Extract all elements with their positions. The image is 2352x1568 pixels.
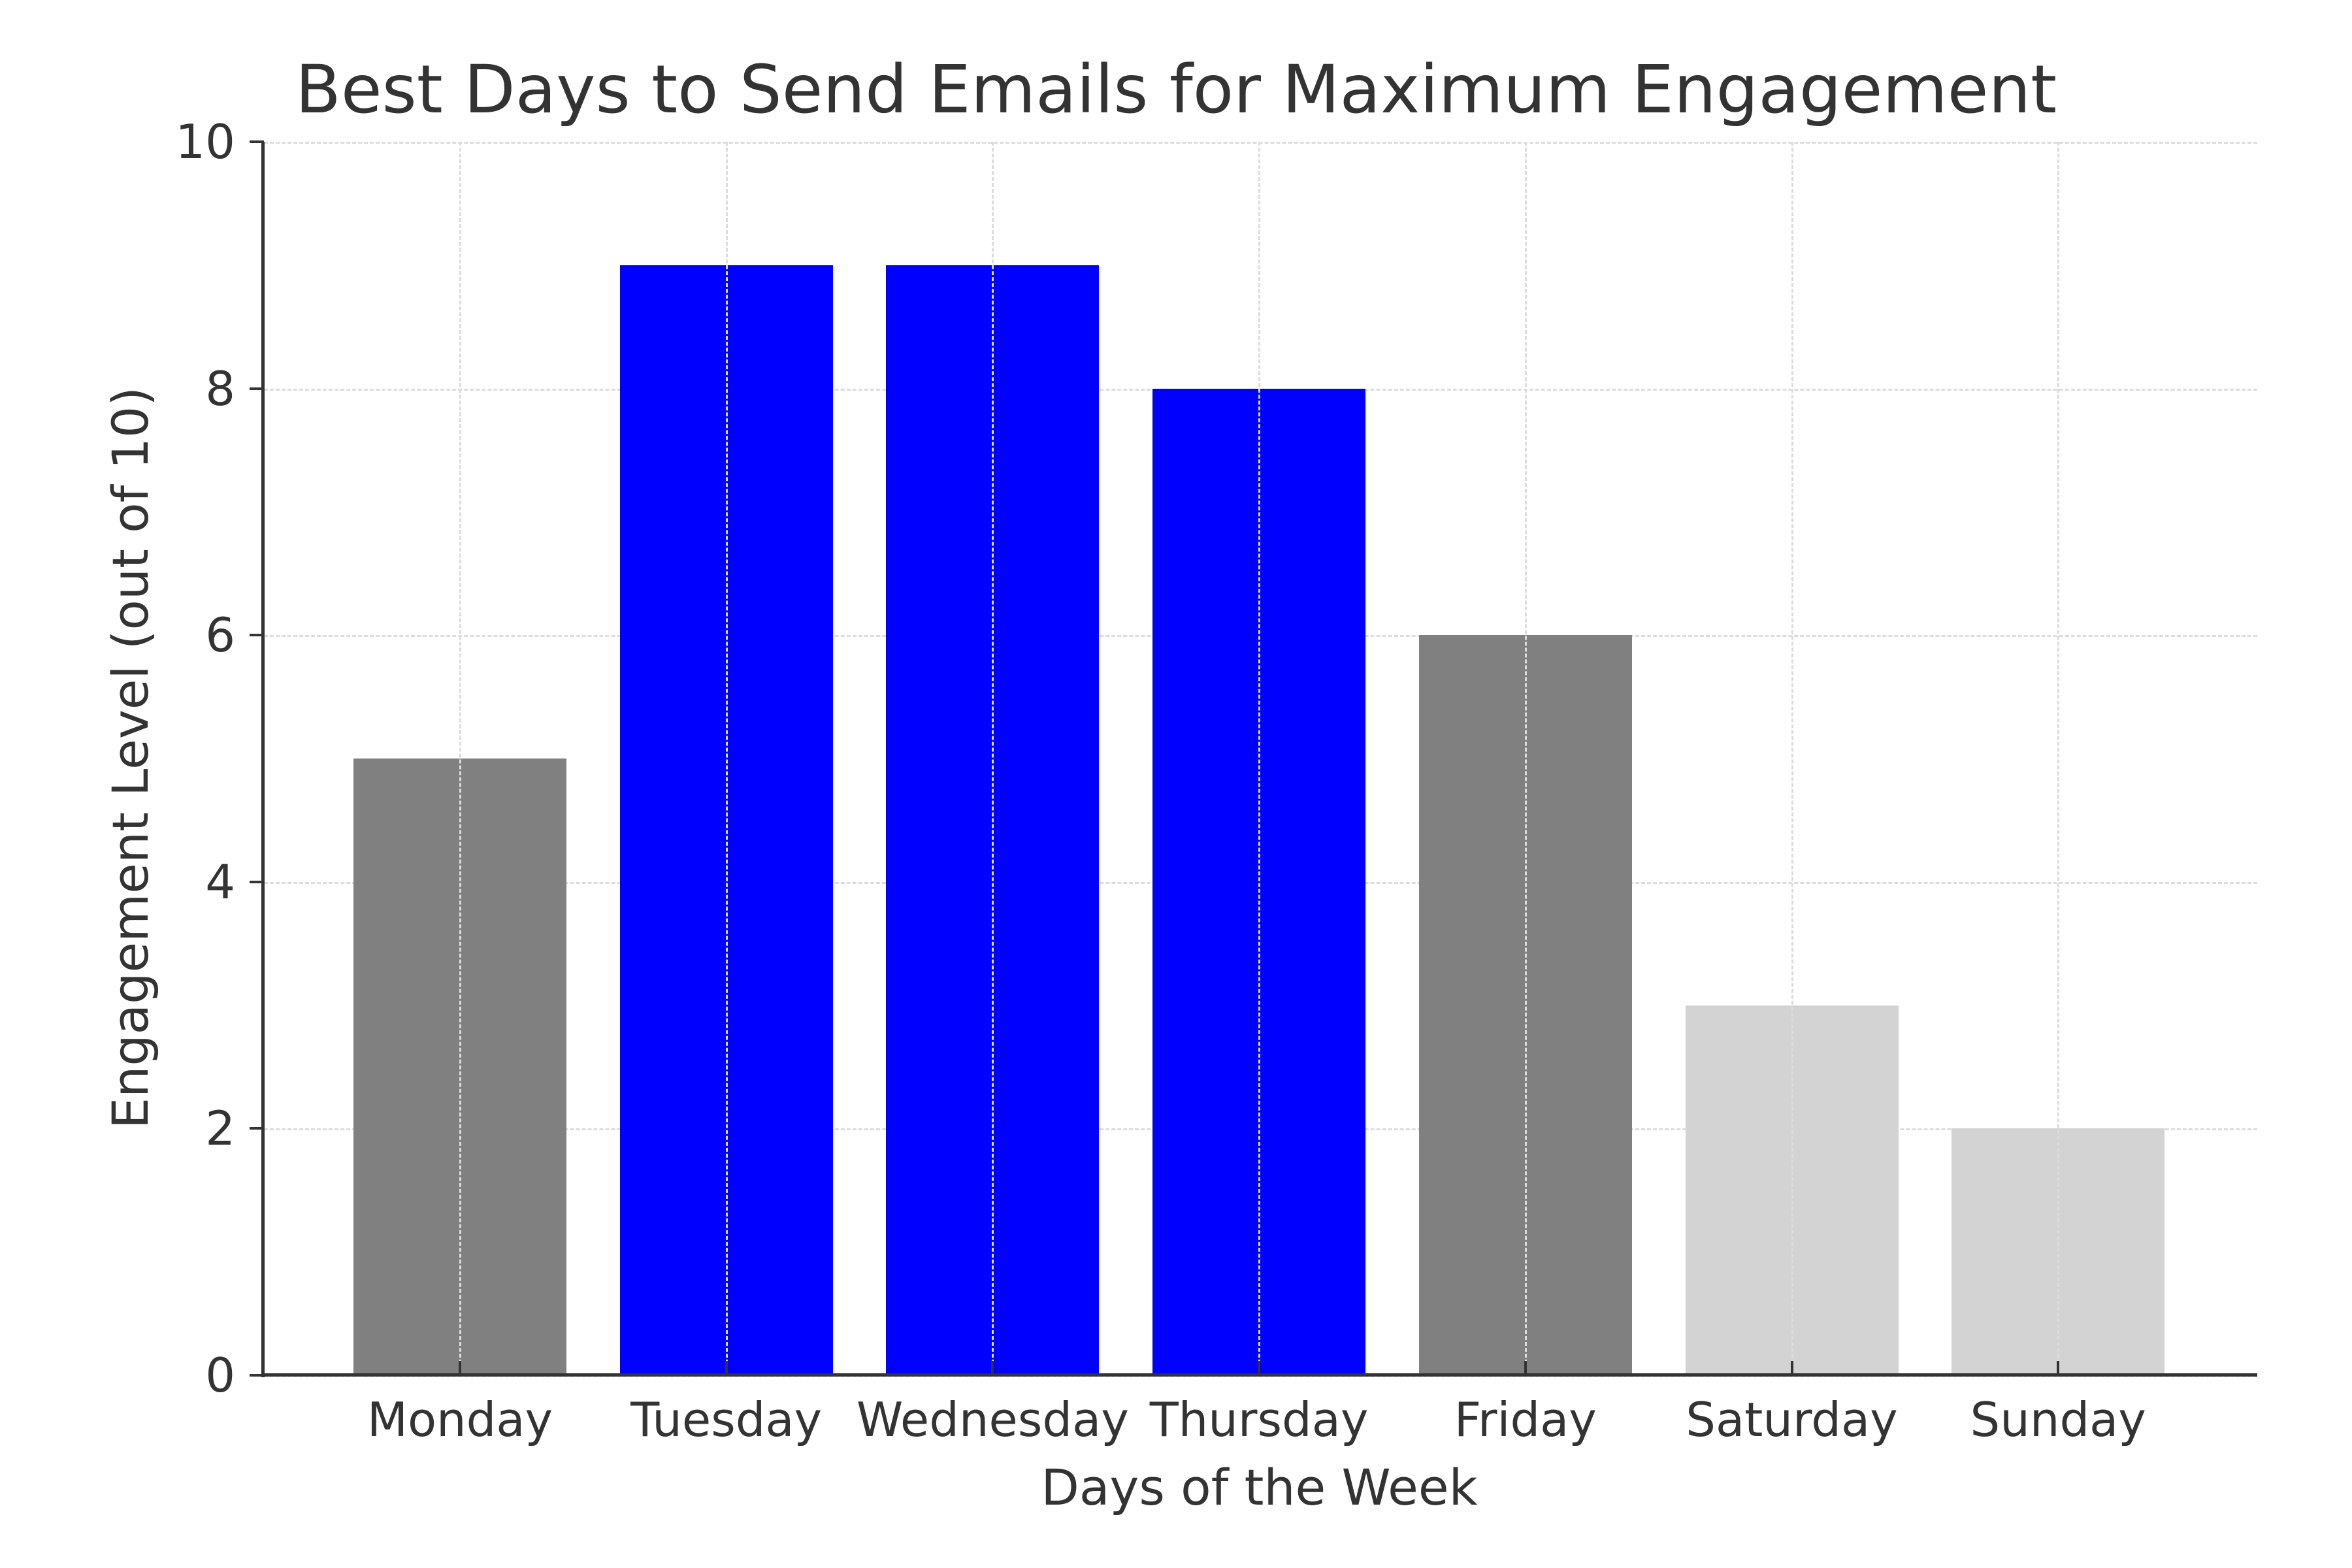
y-axis-line [261, 142, 265, 1377]
v-gridline [2057, 142, 2060, 1375]
v-gridline [725, 142, 728, 1375]
x-tick-label: Monday [367, 1392, 553, 1447]
y-tick-label: 8 [205, 361, 235, 416]
y-tick-mark [250, 140, 264, 143]
x-tick-mark [459, 1361, 461, 1375]
x-axis-label: Days of the Week [1041, 1458, 1478, 1516]
y-tick-mark [250, 387, 264, 390]
y-tick-label: 10 [175, 114, 235, 169]
y-tick-label: 4 [205, 854, 235, 909]
y-tick-mark [250, 634, 264, 637]
x-tick-mark [1258, 1361, 1261, 1375]
x-tick-mark [991, 1361, 994, 1375]
v-gridline [1791, 142, 1793, 1375]
chart-title: Best Days to Send Emails for Maximum Eng… [295, 51, 2057, 129]
x-tick-mark [1790, 1361, 1793, 1375]
x-tick-label: Friday [1454, 1392, 1597, 1447]
x-tick-label: Thursday [1149, 1392, 1369, 1447]
x-tick-label: Sunday [1970, 1392, 2146, 1447]
x-tick-mark [2057, 1361, 2060, 1375]
y-tick-label: 6 [205, 608, 235, 663]
plot-area [264, 142, 2257, 1377]
x-tick-label: Wednesday [856, 1392, 1129, 1447]
y-tick-mark [250, 1127, 264, 1130]
v-gridline [1524, 142, 1527, 1375]
x-tick-label: Tuesday [630, 1392, 823, 1447]
x-tick-mark [725, 1361, 728, 1375]
v-gridline [992, 142, 994, 1375]
y-axis-label: Engagement Level (out of 10) [101, 387, 159, 1129]
x-tick-label: Saturday [1686, 1392, 1898, 1447]
y-tick-label: 0 [205, 1348, 235, 1403]
v-gridline [459, 142, 461, 1375]
y-tick-label: 2 [205, 1101, 235, 1156]
y-tick-mark [250, 1374, 264, 1377]
v-gridline [1258, 142, 1261, 1375]
x-tick-mark [1524, 1361, 1527, 1375]
y-tick-mark [250, 880, 264, 883]
h-gridline [264, 142, 2257, 144]
